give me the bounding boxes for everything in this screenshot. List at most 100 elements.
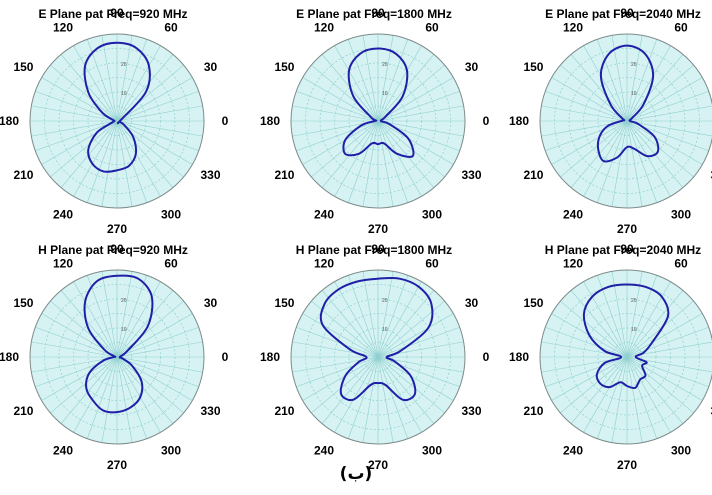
angle-label-60: 60 <box>425 256 439 270</box>
pattern-point <box>338 288 340 290</box>
grid-spoke <box>73 356 118 433</box>
pattern-point <box>603 362 606 364</box>
grid-spoke <box>116 281 161 358</box>
grid-spoke <box>101 35 118 122</box>
pattern-point <box>633 148 636 150</box>
pattern-point <box>384 384 387 386</box>
pattern-point <box>112 121 114 123</box>
pattern-point <box>113 120 115 122</box>
pattern-point <box>369 116 372 118</box>
angle-label-270: 270 <box>368 458 388 472</box>
angle-label-240: 240 <box>563 444 583 458</box>
grid-spoke <box>311 356 379 414</box>
grid-spoke <box>31 341 118 358</box>
grid-spoke <box>116 300 184 358</box>
grid-spoke <box>101 271 118 358</box>
angle-label-0: 0 <box>483 350 490 364</box>
grid-spoke <box>50 356 118 414</box>
pattern-point <box>608 53 610 55</box>
grid-spoke <box>296 120 379 152</box>
angle-label-210: 210 <box>523 168 543 182</box>
pattern-point <box>402 95 404 97</box>
grid-spoke <box>321 290 379 358</box>
pattern-point <box>643 351 645 354</box>
pattern-point <box>394 360 396 363</box>
grid-spoke <box>116 120 133 207</box>
angle-label-30: 30 <box>465 60 479 74</box>
pattern-point <box>87 149 89 151</box>
pattern-point <box>377 47 379 50</box>
grid-spoke <box>362 271 379 358</box>
angle-label-240: 240 <box>563 208 583 222</box>
pattern-point <box>667 315 669 317</box>
grid-spoke <box>583 356 628 433</box>
angle-label-240: 240 <box>314 208 334 222</box>
grid-spoke <box>334 120 379 197</box>
grid-spoke <box>35 90 118 122</box>
pattern-point <box>642 104 645 106</box>
angle-label-300: 300 <box>671 444 691 458</box>
pattern-point <box>96 47 99 49</box>
pattern-point <box>116 275 118 277</box>
angle-label-90: 90 <box>110 6 124 20</box>
pattern-point <box>377 143 379 145</box>
grid-spoke <box>302 120 379 165</box>
pattern-point <box>119 356 121 358</box>
angle-label-30: 30 <box>204 60 218 74</box>
grid-spoke <box>116 356 174 424</box>
pattern-point <box>398 277 400 280</box>
angle-label-120: 120 <box>563 20 583 34</box>
radial-tick-label: 20 <box>382 298 388 304</box>
pattern-point <box>588 334 590 336</box>
grid-spoke <box>377 356 454 401</box>
pattern-point <box>634 387 636 389</box>
grid-spoke <box>31 105 118 122</box>
pattern-point <box>91 399 93 401</box>
pattern-point <box>374 120 376 122</box>
grid-spoke <box>296 90 379 122</box>
pattern-point <box>131 365 133 367</box>
pattern-point <box>637 123 639 125</box>
angle-label-330: 330 <box>462 168 482 182</box>
angle-label-90: 90 <box>110 242 124 256</box>
angle-label-210: 210 <box>274 168 294 182</box>
angle-label-0: 0 <box>222 350 229 364</box>
pattern-point <box>654 136 656 138</box>
grid-spoke <box>626 281 671 358</box>
grid-spoke <box>377 356 460 388</box>
pattern-point <box>129 406 132 409</box>
grid-spoke <box>50 120 118 178</box>
pattern-curve <box>83 274 154 414</box>
grid-spoke <box>116 356 161 433</box>
grid-spoke <box>551 120 628 165</box>
pattern-point <box>147 325 149 327</box>
grid-spoke <box>626 45 671 122</box>
angle-label-60: 60 <box>674 20 688 34</box>
angle-label-300: 300 <box>161 208 181 222</box>
grid-spoke <box>116 356 203 373</box>
radial-tick-label: 10 <box>382 327 388 333</box>
grid-spoke <box>545 120 628 152</box>
pattern-point <box>645 286 647 288</box>
polar-grid <box>290 33 466 209</box>
pattern-point <box>395 53 397 55</box>
grid-spoke <box>116 35 133 122</box>
pattern-point <box>377 382 379 384</box>
radial-tick-label: 20 <box>631 62 637 68</box>
angle-label-270: 270 <box>107 222 127 236</box>
angle-label-120: 120 <box>53 20 73 34</box>
grid-spoke <box>334 356 379 433</box>
grid-spoke <box>377 105 464 122</box>
angle-label-210: 210 <box>523 404 543 418</box>
angle-label-120: 120 <box>53 256 73 270</box>
pattern-point <box>406 70 408 72</box>
angle-label-90: 90 <box>371 242 385 256</box>
pattern-point <box>626 283 628 286</box>
grid-spoke <box>377 120 445 178</box>
grid-spoke <box>626 356 658 439</box>
angle-label-60: 60 <box>164 256 178 270</box>
pattern-point <box>607 286 609 288</box>
pattern-point <box>348 70 350 72</box>
grid-spoke <box>583 45 628 122</box>
